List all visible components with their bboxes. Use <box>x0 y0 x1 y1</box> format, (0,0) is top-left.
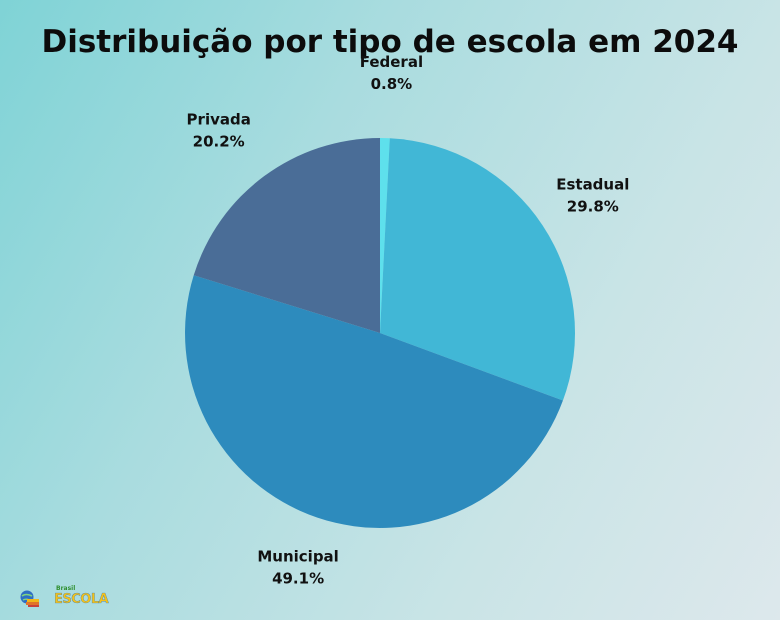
globe-book-icon <box>20 590 39 607</box>
slice-value-federal: 0.8% <box>371 75 413 93</box>
brasil-escola-logo: Brasil ESCOLA <box>20 584 110 612</box>
pie-slice-estadual <box>380 138 575 401</box>
pie-slices <box>185 138 575 528</box>
slice-label-municipal: Municipal <box>257 548 338 566</box>
slice-label-estadual: Estadual <box>556 176 629 194</box>
pie-labels: Federal 0.8% Estadual 29.8% Municipal 49.1% Pr… <box>187 53 630 587</box>
slice-value-privada: 20.2% <box>193 133 245 151</box>
pie-slice-federal <box>380 138 390 333</box>
slice-label-privada: Privada <box>187 111 251 129</box>
pie-slice-privada <box>193 138 380 333</box>
pie-slice-municipal <box>185 275 563 528</box>
slice-label-federal: Federal <box>360 53 423 71</box>
chart-title: Distribuição por tipo de escola em 2024 <box>41 24 739 60</box>
slice-value-estadual: 29.8% <box>567 198 619 216</box>
slice-value-municipal: 49.1% <box>272 570 324 588</box>
logo-word: ESCOLA <box>54 592 109 607</box>
logo-small-text: Brasil <box>56 585 76 592</box>
